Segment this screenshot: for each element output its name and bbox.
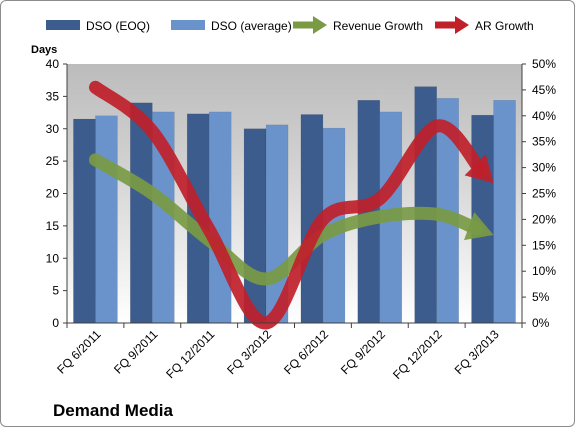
legend-label-ar-growth: AR Growth: [475, 19, 534, 33]
legend-arrow-ar-growth: [455, 16, 469, 34]
legend-swatch-dso-eoq-: [46, 20, 80, 30]
bar-dso-average: [95, 115, 118, 324]
y-tick-label: 5: [52, 284, 59, 298]
x-tick-label: FQ 6/2011: [54, 327, 104, 377]
y2-tick-label: 30%: [532, 161, 556, 175]
line-group: [88, 80, 494, 330]
chart-title: Demand Media: [53, 401, 174, 420]
y-tick-label: 35: [46, 89, 60, 103]
y2-tick-label: 10%: [532, 264, 556, 278]
y2-tick-label: 40%: [532, 109, 556, 123]
y-tick-label: 30: [46, 122, 60, 136]
bar-dso-eoq: [73, 118, 96, 324]
revenue-growth-line: [88, 153, 483, 286]
ar-growth-line: [88, 80, 488, 330]
y-tick-label: 15: [46, 219, 60, 233]
y2-tick-label: 0%: [532, 316, 550, 330]
y-axis-title: Days: [31, 44, 57, 56]
legend: DSO (EOQ) DSO (average) Revenue Growth AR G…: [46, 16, 534, 34]
legend-label-revenue-growth: Revenue Growth: [333, 19, 423, 33]
revenue-growth-arrowhead: [463, 211, 494, 241]
x-tick-label: FQ 12/2012: [390, 327, 445, 382]
y2-tick-label: 35%: [532, 135, 556, 149]
legend-label-dso-average-: DSO (average): [211, 19, 292, 33]
y2-tick-label: 20%: [532, 212, 556, 226]
bar-dso-average: [493, 100, 516, 324]
y2-tick-label: 15%: [532, 238, 556, 252]
ar-growth-arrowhead: [464, 154, 494, 184]
x-tick-label: FQ 9/2011: [111, 327, 161, 377]
bar-dso-average: [208, 111, 232, 324]
y2-tick-label: 50%: [532, 57, 556, 71]
legend-arrow-revenue-growth: [313, 16, 327, 34]
y2-tick-label: 45%: [532, 83, 556, 97]
y-tick-label: 20: [46, 187, 60, 201]
x-tick-label: FQ 9/2012: [338, 327, 388, 377]
y-tick-label: 0: [52, 316, 59, 330]
x-tick-label: FQ 3/2012: [224, 327, 274, 377]
legend-swatch-dso-average-: [171, 20, 205, 30]
y2-tick-label: 5%: [532, 290, 550, 304]
y-tick-label: 40: [46, 57, 60, 71]
legend-label-dso-eoq-: DSO (EOQ): [86, 19, 150, 33]
x-tick-label: FQ 3/2013: [452, 327, 502, 377]
x-tick-label: FQ 12/2011: [163, 327, 217, 381]
y-tick-label: 10: [46, 251, 60, 265]
y-tick-label: 25: [46, 154, 60, 168]
y2-tick-label: 25%: [532, 187, 556, 201]
x-tick-label: FQ 6/2012: [281, 327, 331, 377]
